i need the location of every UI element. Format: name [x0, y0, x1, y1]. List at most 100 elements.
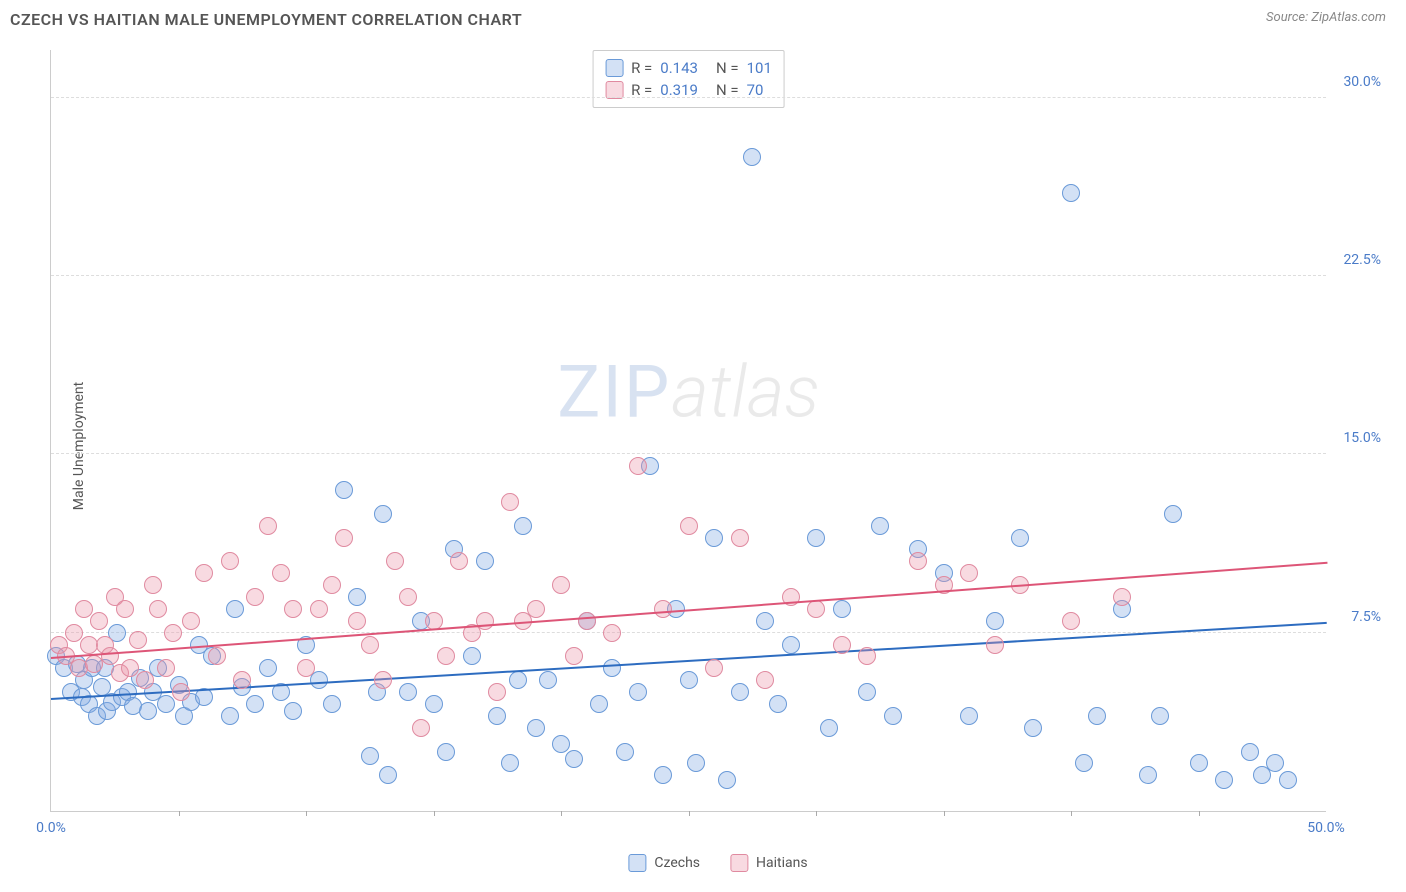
x-tick-label: 50.0%: [1307, 820, 1345, 836]
scatter-point: [565, 647, 583, 665]
watermark: ZIPatlas: [557, 350, 820, 435]
scatter-point: [272, 564, 290, 582]
scatter-point: [437, 647, 455, 665]
scatter-point: [136, 671, 154, 689]
scatter-point: [1151, 707, 1169, 725]
scatter-point: [1075, 754, 1093, 772]
gridline: [51, 97, 1326, 98]
n-value: 101: [747, 59, 772, 77]
scatter-point: [259, 517, 277, 535]
scatter-point: [705, 659, 723, 677]
scatter-point: [616, 743, 634, 761]
x-tick: [434, 811, 435, 816]
scatter-point: [509, 671, 527, 689]
scatter-point: [1062, 184, 1080, 202]
scatter-point: [539, 671, 557, 689]
scatter-point: [769, 695, 787, 713]
chart-container: Male Unemployment ZIPatlas R =0.143N =10…: [50, 50, 1386, 842]
scatter-point: [399, 683, 417, 701]
scatter-point: [527, 719, 545, 737]
scatter-point: [221, 707, 239, 725]
scatter-point: [743, 148, 761, 166]
watermark-suffix: atlas: [671, 350, 819, 435]
legend-label: Czechs: [654, 855, 700, 871]
scatter-point: [1190, 754, 1208, 772]
y-tick-label: 22.5%: [1343, 252, 1381, 268]
scatter-point: [501, 493, 519, 511]
series-swatch: [605, 59, 623, 77]
scatter-point: [1024, 719, 1042, 737]
x-tick: [816, 811, 817, 816]
scatter-point: [121, 659, 139, 677]
scatter-point: [246, 588, 264, 606]
scatter-point: [1279, 771, 1297, 789]
scatter-point: [1113, 588, 1131, 606]
scatter-point: [1266, 754, 1284, 772]
scatter-point: [75, 600, 93, 618]
stats-legend-box: R =0.143N =101R =0.319N =70: [592, 50, 785, 108]
y-tick-label: 7.5%: [1351, 609, 1381, 625]
scatter-point: [1088, 707, 1106, 725]
scatter-point: [807, 529, 825, 547]
scatter-point: [374, 671, 392, 689]
n-label: N =: [716, 59, 739, 77]
scatter-point: [756, 671, 774, 689]
x-tick: [944, 811, 945, 816]
y-tick-label: 15.0%: [1343, 430, 1381, 446]
scatter-point: [116, 600, 134, 618]
scatter-point: [514, 517, 532, 535]
scatter-point: [208, 647, 226, 665]
x-tick: [689, 811, 690, 816]
scatter-point: [1164, 505, 1182, 523]
scatter-point: [195, 564, 213, 582]
scatter-point: [90, 612, 108, 630]
scatter-point: [501, 754, 519, 772]
stats-row: R =0.143N =101: [605, 57, 772, 79]
scatter-point: [226, 600, 244, 618]
scatter-point: [335, 529, 353, 547]
scatter-point: [705, 529, 723, 547]
scatter-point: [654, 600, 672, 618]
scatter-point: [361, 636, 379, 654]
scatter-point: [909, 552, 927, 570]
scatter-point: [527, 600, 545, 618]
r-value: 0.143: [660, 59, 698, 77]
legend-item: Haitians: [730, 854, 808, 872]
y-tick-label: 30.0%: [1343, 74, 1381, 90]
legend-swatch: [730, 854, 748, 872]
scatter-point: [986, 612, 1004, 630]
scatter-point: [386, 552, 404, 570]
legend-bottom: Czechs Haitians: [628, 854, 807, 872]
header-bar: CZECH VS HAITIAN MALE UNEMPLOYMENT CORRE…: [0, 0, 1406, 34]
scatter-point: [284, 702, 302, 720]
scatter-point: [731, 683, 749, 701]
scatter-point: [629, 683, 647, 701]
scatter-point: [284, 600, 302, 618]
scatter-point: [323, 695, 341, 713]
scatter-point: [960, 564, 978, 582]
scatter-point: [450, 552, 468, 570]
scatter-point: [654, 766, 672, 784]
scatter-point: [687, 754, 705, 772]
scatter-point: [246, 695, 264, 713]
scatter-point: [379, 766, 397, 784]
scatter-point: [259, 659, 277, 677]
legend-item: Czechs: [628, 854, 700, 872]
scatter-point: [871, 517, 889, 535]
scatter-point: [590, 695, 608, 713]
scatter-point: [399, 588, 417, 606]
scatter-point: [718, 771, 736, 789]
scatter-point: [629, 457, 647, 475]
scatter-point: [1241, 743, 1259, 761]
scatter-point: [157, 659, 175, 677]
scatter-point: [1215, 771, 1233, 789]
scatter-point: [756, 612, 774, 630]
scatter-point: [476, 552, 494, 570]
scatter-point: [310, 600, 328, 618]
scatter-point: [731, 529, 749, 547]
scatter-point: [578, 612, 596, 630]
scatter-point: [782, 636, 800, 654]
x-tick: [1071, 811, 1072, 816]
scatter-point: [858, 683, 876, 701]
scatter-point: [603, 624, 621, 642]
